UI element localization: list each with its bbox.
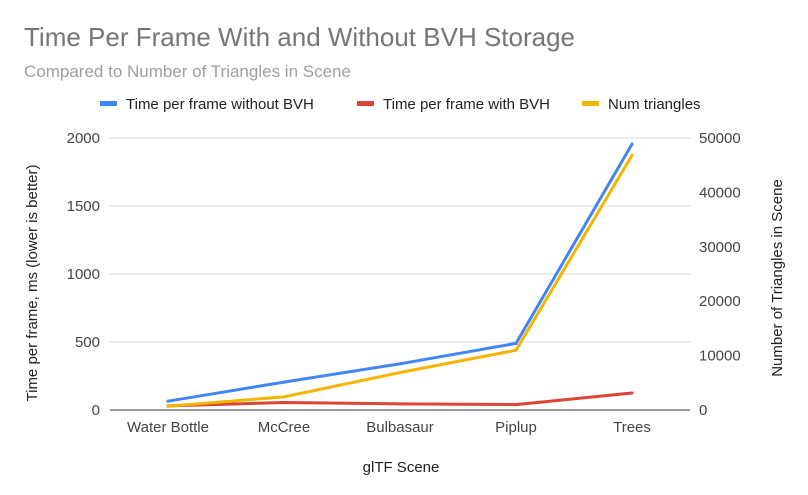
x-tick-label: McCree xyxy=(258,419,311,436)
x-axis-ticks: Water Bottle McCree Bulbasaur Piplup Trees xyxy=(127,419,651,436)
left-tick-label: 2000 xyxy=(67,130,100,147)
left-tick-label: 500 xyxy=(75,334,100,351)
data-point xyxy=(514,348,518,352)
data-point xyxy=(514,341,518,345)
right-tick-label: 30000 xyxy=(699,239,741,256)
legend: Time per frame without BVH Time per frame… xyxy=(100,96,701,113)
series-lines xyxy=(166,142,634,408)
legend-swatch xyxy=(100,101,117,106)
x-tick-label: Water Bottle xyxy=(127,419,209,436)
legend-label: Time per frame with BVH xyxy=(383,96,550,113)
right-axis-ticks: 0 10000 20000 30000 40000 50000 xyxy=(699,130,741,419)
data-point xyxy=(282,380,286,384)
data-point xyxy=(282,395,286,399)
left-tick-label: 1500 xyxy=(67,198,100,215)
x-tick-label: Bulbasaur xyxy=(366,419,434,436)
chart-title: Time Per Frame With and Without BVH Stor… xyxy=(24,22,576,52)
x-axis-title: glTF Scene xyxy=(363,459,440,476)
right-tick-label: 40000 xyxy=(699,184,741,201)
data-point xyxy=(630,142,634,146)
legend-swatch xyxy=(582,101,599,106)
y-axis-title: Time per frame, ms (lower is better) xyxy=(24,165,41,402)
left-tick-label: 1000 xyxy=(67,266,100,283)
legend-label: Time per frame without BVH xyxy=(126,96,314,113)
right-tick-label: 0 xyxy=(699,402,707,419)
right-tick-label: 50000 xyxy=(699,130,741,147)
right-tick-label: 20000 xyxy=(699,293,741,310)
legend-label: Num triangles xyxy=(608,96,701,113)
data-point xyxy=(398,362,402,366)
data-point xyxy=(166,399,170,403)
chart-subtitle: Compared to Number of Triangles in Scene xyxy=(24,62,351,81)
left-axis-ticks: 0 500 1000 1500 2000 xyxy=(67,130,100,419)
data-point xyxy=(630,153,634,157)
right-tick-label: 10000 xyxy=(699,348,741,365)
legend-swatch xyxy=(357,101,374,106)
data-point xyxy=(166,404,170,408)
x-tick-label: Trees xyxy=(613,419,651,436)
left-tick-label: 0 xyxy=(92,402,100,419)
data-point xyxy=(514,403,518,407)
x-tick-label: Piplup xyxy=(495,419,537,436)
data-point xyxy=(398,370,402,374)
gridlines xyxy=(110,137,690,411)
data-point xyxy=(398,402,402,406)
data-point xyxy=(630,391,634,395)
y2-axis-title: Number of Triangles in Scene xyxy=(769,179,786,377)
series-line xyxy=(166,153,634,408)
data-point xyxy=(282,401,286,405)
